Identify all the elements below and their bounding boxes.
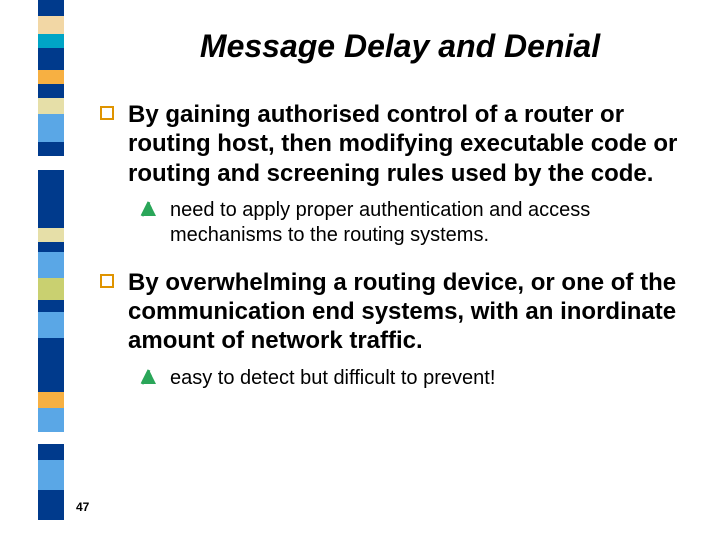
- arrow-icon: [140, 200, 160, 218]
- square-bullet-icon: [100, 274, 114, 288]
- decor-segment: [38, 432, 64, 444]
- slide-title: Message Delay and Denial: [120, 28, 680, 65]
- bullet-item: By overwhelming a routing device, or one…: [100, 268, 680, 356]
- decor-segment: [38, 48, 64, 70]
- decor-segment: [38, 16, 64, 34]
- decor-segment: [38, 444, 64, 460]
- sub-bullet-item: need to apply proper authentication and …: [140, 198, 680, 248]
- decor-segment: [38, 70, 64, 84]
- decor-segment: [38, 242, 64, 252]
- decor-segment: [38, 338, 64, 392]
- sub-bullet-text: easy to detect but difficult to prevent!: [170, 366, 495, 391]
- decor-segment: [38, 170, 64, 228]
- bullet-text: By overwhelming a routing device, or one…: [128, 268, 680, 356]
- decor-segment: [38, 98, 64, 114]
- decor-segment: [38, 392, 64, 408]
- decor-segment: [38, 408, 64, 432]
- square-bullet-icon: [100, 106, 114, 120]
- page-number: 47: [76, 500, 89, 514]
- decor-segment: [38, 34, 64, 48]
- decor-segment: [38, 114, 64, 142]
- sub-bullet-item: easy to detect but difficult to prevent!: [140, 366, 680, 391]
- bullet-item: By gaining authorised control of a route…: [100, 100, 680, 188]
- decorative-strip: [38, 0, 64, 540]
- slide-body: By gaining authorised control of a route…: [100, 100, 680, 411]
- decor-segment: [38, 252, 64, 278]
- decor-segment: [38, 142, 64, 156]
- decor-segment: [38, 278, 64, 300]
- arrow-icon: [140, 368, 160, 386]
- decor-segment: [38, 0, 64, 16]
- decor-segment: [38, 300, 64, 312]
- decor-segment: [38, 460, 64, 490]
- decor-segment: [38, 84, 64, 98]
- decor-segment: [38, 312, 64, 338]
- bullet-text: By gaining authorised control of a route…: [128, 100, 680, 188]
- decor-segment: [38, 156, 64, 170]
- sub-bullet-text: need to apply proper authentication and …: [170, 198, 680, 248]
- decor-segment: [38, 490, 64, 520]
- decor-segment: [38, 228, 64, 242]
